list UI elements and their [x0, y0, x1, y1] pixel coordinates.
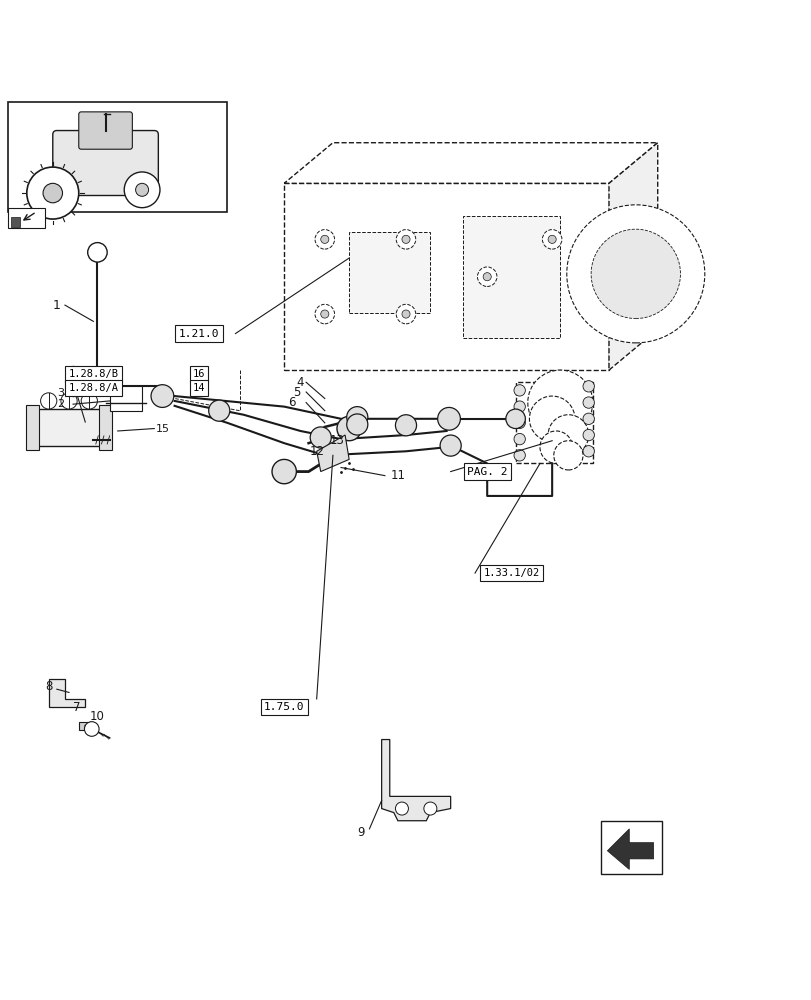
Text: 1.28.8/A: 1.28.8/A	[68, 383, 118, 393]
Circle shape	[320, 235, 328, 243]
Circle shape	[513, 450, 525, 461]
Text: 3: 3	[58, 388, 64, 398]
Circle shape	[401, 235, 410, 243]
Bar	[26, 405, 39, 450]
Bar	[79, 722, 92, 730]
Circle shape	[582, 381, 594, 392]
Text: 12: 12	[309, 445, 324, 458]
Circle shape	[43, 183, 62, 203]
Circle shape	[337, 416, 361, 441]
Circle shape	[151, 385, 174, 407]
Circle shape	[315, 230, 334, 249]
Circle shape	[440, 435, 461, 456]
Text: 16: 16	[192, 369, 205, 379]
Circle shape	[529, 396, 574, 442]
Circle shape	[346, 407, 367, 428]
Text: PAG. 2: PAG. 2	[466, 467, 507, 477]
Bar	[462, 216, 560, 338]
Circle shape	[27, 167, 79, 219]
Polygon shape	[607, 829, 653, 869]
Bar	[8, 102, 227, 212]
Bar	[99, 405, 112, 450]
Circle shape	[513, 433, 525, 445]
Text: 13: 13	[329, 434, 344, 447]
Bar	[349, 232, 430, 313]
Text: 8: 8	[45, 680, 53, 693]
Circle shape	[582, 446, 594, 457]
Polygon shape	[316, 435, 349, 472]
Circle shape	[88, 243, 107, 262]
Circle shape	[135, 183, 148, 196]
Text: 15: 15	[155, 424, 169, 434]
Text: 14: 14	[192, 383, 205, 393]
Bar	[284, 183, 608, 370]
Text: 9: 9	[357, 826, 365, 839]
Bar	[109, 386, 142, 411]
Circle shape	[566, 205, 704, 343]
Circle shape	[513, 401, 525, 412]
Circle shape	[477, 267, 496, 286]
Text: 7: 7	[73, 701, 81, 714]
Circle shape	[346, 414, 367, 435]
Circle shape	[582, 413, 594, 424]
Text: 1.28.8/B: 1.28.8/B	[68, 369, 118, 379]
Circle shape	[272, 459, 296, 484]
Circle shape	[582, 429, 594, 441]
Polygon shape	[11, 217, 20, 227]
Text: 1: 1	[53, 299, 61, 312]
Bar	[600, 821, 661, 874]
Circle shape	[513, 385, 525, 396]
Text: 6: 6	[288, 396, 296, 409]
Text: 5: 5	[292, 386, 300, 399]
Text: 1.33.1/02: 1.33.1/02	[483, 568, 539, 578]
Circle shape	[553, 441, 582, 470]
Circle shape	[547, 235, 556, 243]
Circle shape	[542, 230, 561, 249]
FancyBboxPatch shape	[53, 131, 158, 196]
Circle shape	[437, 407, 460, 430]
Text: 2: 2	[58, 399, 64, 409]
Circle shape	[396, 304, 415, 324]
Circle shape	[505, 409, 525, 429]
Circle shape	[208, 400, 230, 421]
Polygon shape	[608, 143, 657, 370]
FancyBboxPatch shape	[79, 112, 132, 149]
Circle shape	[582, 397, 594, 408]
Bar	[8, 208, 45, 228]
Circle shape	[310, 427, 331, 448]
Polygon shape	[49, 679, 85, 707]
Circle shape	[61, 393, 77, 409]
Bar	[32, 409, 105, 446]
Circle shape	[81, 393, 97, 409]
Circle shape	[423, 802, 436, 815]
Polygon shape	[284, 143, 657, 183]
Circle shape	[527, 370, 592, 435]
Circle shape	[401, 310, 410, 318]
Circle shape	[395, 415, 416, 436]
Circle shape	[547, 415, 588, 455]
Circle shape	[315, 304, 334, 324]
Text: 1.75.0: 1.75.0	[264, 702, 304, 712]
Circle shape	[513, 417, 525, 429]
Circle shape	[84, 722, 99, 736]
Circle shape	[41, 393, 57, 409]
Circle shape	[483, 273, 491, 281]
Text: 1.21.0: 1.21.0	[178, 329, 219, 339]
Text: 10: 10	[90, 710, 105, 723]
Polygon shape	[515, 382, 592, 463]
Circle shape	[320, 310, 328, 318]
Text: 4: 4	[296, 376, 304, 389]
Circle shape	[124, 172, 160, 208]
Circle shape	[539, 431, 572, 463]
Text: 11: 11	[390, 469, 405, 482]
Circle shape	[395, 802, 408, 815]
Circle shape	[590, 229, 680, 319]
Polygon shape	[381, 740, 450, 821]
Circle shape	[396, 230, 415, 249]
